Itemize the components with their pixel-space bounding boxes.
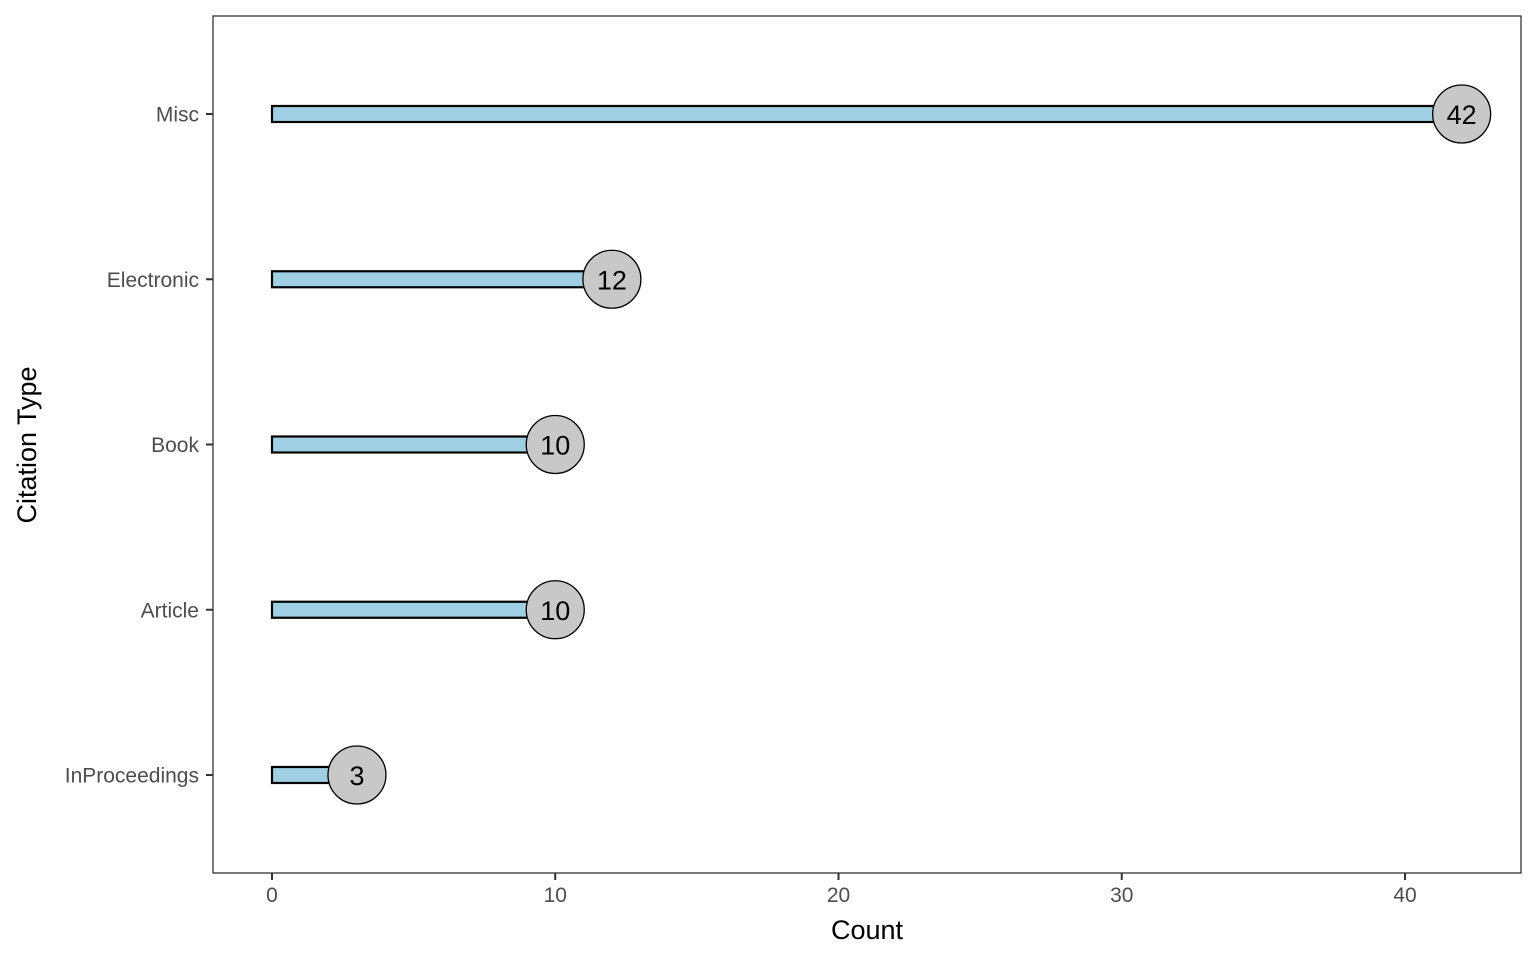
x-axis: 0 10 20 30 40 — [266, 873, 1417, 907]
data-label-misc: 42 — [1447, 100, 1477, 130]
y-axis: Misc Electronic Book Article InProceedings — [65, 104, 213, 788]
point-inproceedings — [327, 745, 387, 805]
bar-misc — [270, 104, 1463, 124]
data-label-inproceedings: 3 — [349, 761, 364, 791]
x-tick-label-10: 10 — [544, 884, 567, 907]
x-axis-title: Count — [831, 915, 904, 945]
bars-layer: 42 12 10 10 3 — [270, 84, 1492, 805]
bar-book — [270, 435, 557, 454]
y-tick-label-misc: Misc — [156, 104, 199, 127]
point-article — [525, 580, 585, 640]
x-tick-label-20: 20 — [827, 884, 850, 907]
y-tick-label-article: Article — [141, 599, 199, 622]
x-tick-label-40: 40 — [1393, 884, 1416, 907]
data-label-article: 10 — [540, 596, 570, 626]
y-tick-label-inproceedings: InProceedings — [65, 765, 199, 788]
data-label-book: 10 — [540, 431, 570, 461]
bar-electronic — [270, 270, 613, 289]
point-book — [525, 414, 585, 475]
point-electronic — [582, 249, 642, 309]
y-tick-label-electronic: Electronic — [107, 269, 199, 292]
y-tick-label-book: Book — [151, 434, 199, 457]
data-label-electronic: 12 — [597, 265, 627, 295]
y-axis-title: Citation Type — [12, 366, 42, 523]
bar-article — [270, 600, 557, 619]
x-tick-label-30: 30 — [1110, 884, 1133, 907]
point-misc — [1432, 84, 1492, 144]
x-tick-label-0: 0 — [266, 884, 278, 907]
